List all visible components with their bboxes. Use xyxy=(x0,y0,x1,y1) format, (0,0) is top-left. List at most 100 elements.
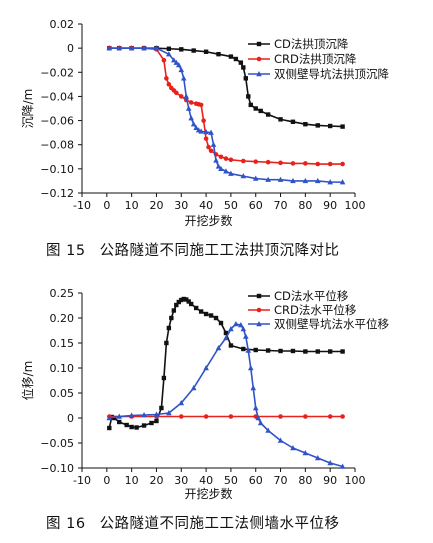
x-tick-label: 70 xyxy=(274,199,288,212)
data-point xyxy=(149,420,154,426)
data-point xyxy=(314,177,321,184)
legend-marker xyxy=(256,321,262,327)
data-point xyxy=(186,299,191,304)
x-tick-label: 30 xyxy=(174,199,188,212)
y-tick-label: −0.06 xyxy=(40,115,74,128)
data-point xyxy=(245,347,252,353)
data-point xyxy=(171,308,177,313)
data-point xyxy=(327,161,333,167)
data-point xyxy=(174,302,179,308)
data-point xyxy=(278,414,283,419)
data-point xyxy=(141,45,147,51)
data-point xyxy=(327,123,333,129)
data-point xyxy=(265,348,271,353)
data-point xyxy=(278,348,283,354)
x-tick-label: 100 xyxy=(345,474,366,487)
y-tick-label: 0.25 xyxy=(50,287,75,300)
data-point xyxy=(134,425,139,430)
data-point xyxy=(141,423,147,428)
y-axis-title: 位移/m xyxy=(20,361,35,401)
series-line xyxy=(109,323,343,468)
data-point xyxy=(327,179,333,185)
x-tick-label: 50 xyxy=(224,474,238,487)
data-point xyxy=(215,345,222,351)
data-point xyxy=(228,326,234,332)
x-tick-label: 80 xyxy=(298,199,312,212)
y-tick-label: −0.02 xyxy=(40,66,74,79)
data-point xyxy=(184,297,189,302)
legend-marker xyxy=(256,71,262,77)
horizontal-displacement-chart: -10 0 10 20 30 40 50 60 70 80 90 100 0.25 0.20 0.15 0.1… xyxy=(20,287,389,501)
data-point xyxy=(257,420,264,426)
y-tick-label: −0.05 xyxy=(40,437,74,450)
series-3 xyxy=(106,321,346,469)
data-point xyxy=(161,57,167,63)
data-point xyxy=(315,349,320,354)
data-point xyxy=(327,460,333,466)
data-point xyxy=(315,123,320,128)
data-point xyxy=(243,76,248,81)
data-point xyxy=(189,301,194,307)
y-tick-label: 0.15 xyxy=(50,337,75,350)
data-point xyxy=(153,411,160,417)
data-point xyxy=(218,154,224,160)
data-point xyxy=(253,347,258,353)
data-point xyxy=(166,325,172,331)
data-point xyxy=(241,65,246,70)
data-point xyxy=(290,119,296,124)
data-point xyxy=(190,385,197,391)
x-tick-label: 20 xyxy=(149,199,163,212)
data-point xyxy=(233,321,239,327)
data-point xyxy=(203,136,209,141)
data-point xyxy=(327,414,333,419)
x-tick-label: 40 xyxy=(199,199,213,212)
data-point xyxy=(178,66,185,73)
data-point xyxy=(265,176,271,182)
data-point xyxy=(241,158,246,164)
data-point xyxy=(203,129,209,135)
data-point xyxy=(265,159,271,165)
data-point xyxy=(206,144,211,150)
data-point xyxy=(218,320,224,326)
data-point xyxy=(166,82,172,87)
data-point xyxy=(290,348,296,354)
data-point xyxy=(339,179,346,185)
data-point xyxy=(277,437,284,443)
y-tick-label: 0.02 xyxy=(50,18,75,31)
data-point xyxy=(153,45,160,51)
data-point xyxy=(178,400,185,406)
data-point xyxy=(228,170,234,176)
data-point xyxy=(228,54,234,59)
data-point xyxy=(166,410,172,416)
data-point xyxy=(303,414,308,419)
figure-16-caption: 图 16 公路隧道不同施工工法侧墙水平位移 xyxy=(46,512,433,533)
data-point xyxy=(290,161,296,166)
data-point xyxy=(198,102,204,108)
x-tick-label: 10 xyxy=(125,474,139,487)
data-point xyxy=(124,422,129,428)
x-tick-label: 60 xyxy=(249,199,263,212)
data-point xyxy=(247,365,254,371)
data-point xyxy=(265,112,271,117)
data-point xyxy=(290,177,296,184)
y-tick-label: −0.08 xyxy=(40,139,74,152)
data-point xyxy=(238,60,244,65)
data-point xyxy=(213,315,219,321)
data-point xyxy=(183,93,190,99)
x-tick-label: 30 xyxy=(174,474,188,487)
data-point xyxy=(240,173,247,179)
data-point xyxy=(215,163,222,169)
data-point xyxy=(175,62,182,68)
data-point xyxy=(327,349,333,354)
data-point xyxy=(116,45,123,51)
data-point xyxy=(198,309,204,314)
data-point xyxy=(278,117,283,122)
data-point xyxy=(106,415,113,421)
data-point xyxy=(164,340,169,346)
y-tick-label: 0.10 xyxy=(50,362,75,375)
x-tick-label: 60 xyxy=(249,474,263,487)
data-point xyxy=(238,322,244,328)
data-point xyxy=(173,59,180,65)
y-tick-label: 0 xyxy=(67,412,74,425)
